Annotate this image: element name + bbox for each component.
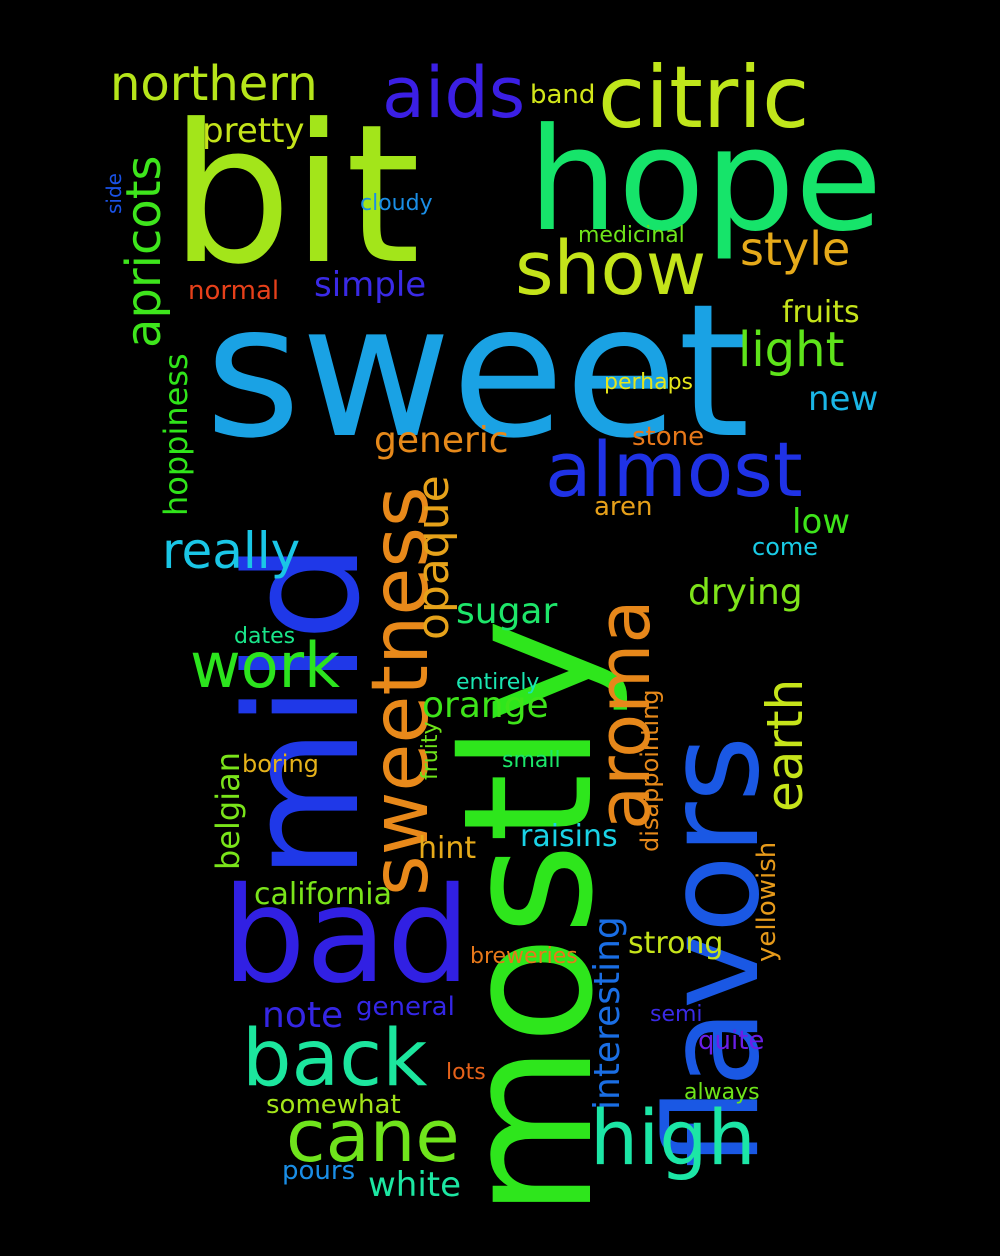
word-note: note xyxy=(262,995,344,1036)
word-simple: simple xyxy=(314,265,427,305)
word-aids: aids xyxy=(382,52,526,134)
word-somewhat: somewhat xyxy=(266,1090,401,1120)
word-new: new xyxy=(808,379,879,419)
word-boring: boring xyxy=(242,750,319,778)
word-belgian: belgian xyxy=(209,752,247,870)
word-yellowish: yellowish xyxy=(752,841,782,962)
word-band: band xyxy=(530,80,596,110)
word-earth: earth xyxy=(756,678,814,812)
word-opaque: opaque xyxy=(408,475,459,640)
word-fruity: fruity xyxy=(418,721,443,781)
word-perhaps: perhaps xyxy=(604,370,694,395)
word-stone: stone xyxy=(632,422,705,452)
word-generic: generic xyxy=(374,420,509,461)
word-high: high xyxy=(590,1093,756,1182)
word-entirely: entirely xyxy=(456,670,540,695)
word-raisins: raisins xyxy=(520,819,618,854)
word-hope: hope xyxy=(528,98,883,263)
word-lots: lots xyxy=(446,1060,486,1085)
word-quite: quite xyxy=(698,1026,765,1056)
word-almost: almost xyxy=(545,425,803,514)
word-semi: semi xyxy=(650,1002,703,1027)
word-sugar: sugar xyxy=(456,591,558,632)
word-cane: cane xyxy=(286,1094,460,1178)
word-style: style xyxy=(740,222,851,276)
word-orange: orange xyxy=(422,685,549,726)
word-bit: bit xyxy=(170,84,421,307)
word-medicinal: medicinal xyxy=(578,223,685,248)
word-breweries: breweries xyxy=(470,944,578,969)
word-fruits: fruits xyxy=(782,295,860,330)
word-drying: drying xyxy=(688,572,803,613)
word-side: side xyxy=(102,173,126,214)
word-citric: citric xyxy=(598,48,810,148)
word-dates: dates xyxy=(234,624,296,649)
word-white: white xyxy=(368,1165,462,1205)
word-hint: hint xyxy=(418,831,477,866)
word-pretty: pretty xyxy=(202,111,305,151)
word-apricots: apricots xyxy=(116,155,172,348)
word-always: always xyxy=(684,1080,760,1105)
word-sweet: sweet xyxy=(205,265,750,479)
word-general: general xyxy=(356,992,455,1022)
word-show: show xyxy=(515,226,707,312)
word-bad: bad xyxy=(222,859,471,1013)
word-normal: normal xyxy=(188,276,280,306)
word-work: work xyxy=(190,629,341,702)
word-back: back xyxy=(242,1014,428,1104)
word-hoppiness: hoppiness xyxy=(157,353,195,516)
word-strong: strong xyxy=(628,926,724,961)
word-come: come xyxy=(752,533,819,561)
word-disappointing: disappointing xyxy=(636,689,664,852)
word-light: light xyxy=(738,322,845,378)
word-low: low xyxy=(792,502,851,542)
word-pours: pours xyxy=(282,1156,356,1186)
word-northern: northern xyxy=(110,56,318,112)
word-cloudy: cloudy xyxy=(360,191,433,216)
word-aren: aren xyxy=(594,492,653,522)
word-small: small xyxy=(502,748,561,773)
word-california: california xyxy=(254,877,393,912)
word-interesting: interesting xyxy=(587,916,628,1110)
word-really: really xyxy=(162,522,301,580)
